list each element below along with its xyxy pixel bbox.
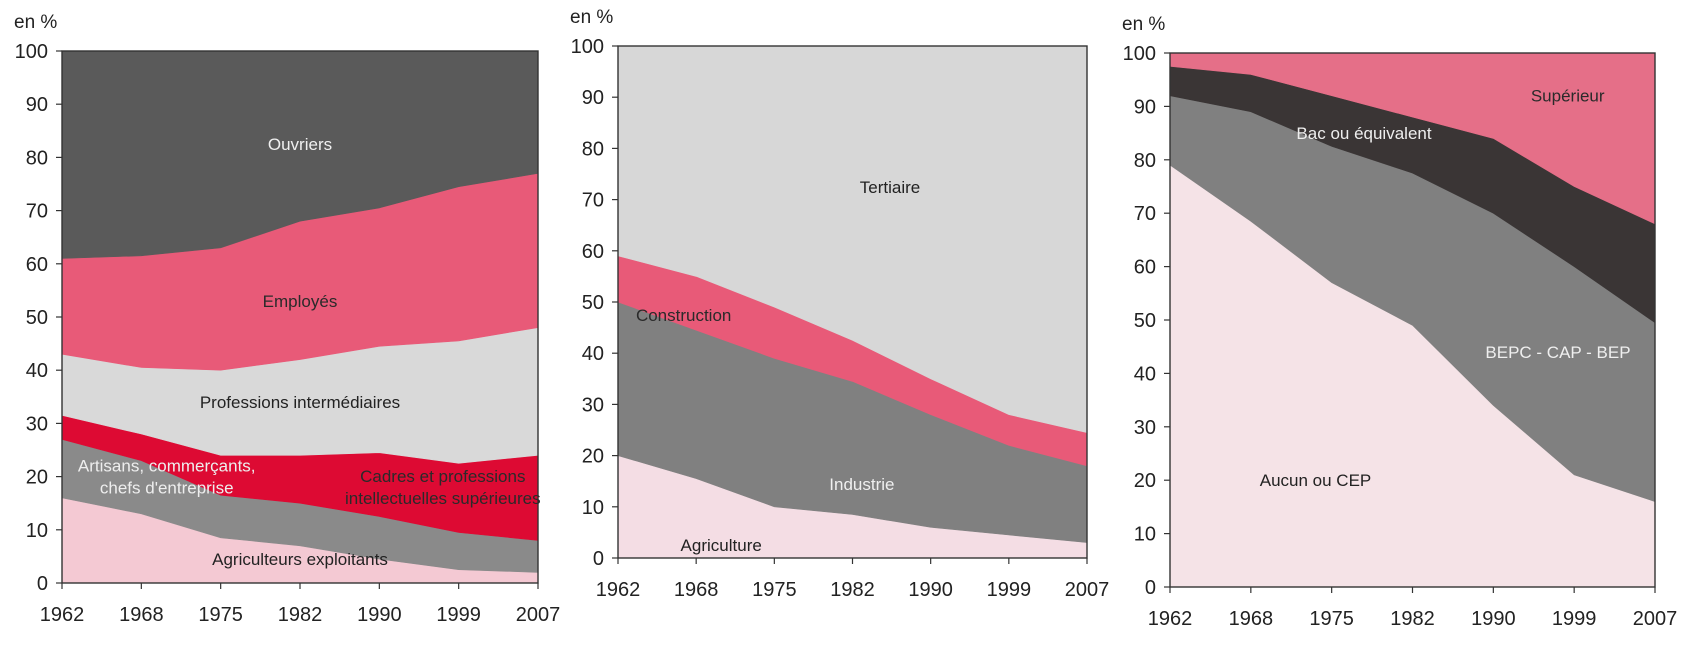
y-tick-label: 100 xyxy=(15,41,48,63)
series-label: Agriculteurs exploitants xyxy=(212,550,388,569)
series-label: Tertiaire xyxy=(860,178,920,197)
panel-1: 0 10 20 30 40 50 60 70 80 90 100 1962 1968 1975 1982 19… xyxy=(14,12,560,626)
x-tick-label: 2007 xyxy=(516,604,561,626)
y-tick-label: 20 xyxy=(582,446,604,468)
series-label: Ouvriers xyxy=(268,135,332,154)
y-tick-label: 30 xyxy=(26,413,48,435)
y-tick-label: 20 xyxy=(1134,470,1156,492)
y-tick-label: 90 xyxy=(26,94,48,116)
x-tick-label: 1975 xyxy=(198,604,243,626)
series-label: Professions intermédiaires xyxy=(200,393,400,412)
y-tick-label: 50 xyxy=(1134,310,1156,332)
unit-label: en % xyxy=(570,7,613,28)
y-tick-label: 10 xyxy=(1134,524,1156,546)
x-tick-label: 1990 xyxy=(357,604,402,626)
y-tick-label: 90 xyxy=(1134,96,1156,118)
x-tick-label: 1975 xyxy=(752,579,797,601)
x-tick-label: 2007 xyxy=(1065,579,1110,601)
y-tick-label: 100 xyxy=(571,36,604,58)
x-tick-label: 1982 xyxy=(278,604,323,626)
y-tick-label: 0 xyxy=(37,573,48,595)
x-tick-label: 1999 xyxy=(987,579,1032,601)
y-tick-label: 70 xyxy=(582,190,604,212)
series-label: Cadres et professions intellectuelles sup… xyxy=(345,467,541,508)
y-tick-label: 20 xyxy=(26,467,48,489)
y-tick-label: 90 xyxy=(582,87,604,109)
y-tick-label: 70 xyxy=(1134,203,1156,225)
panel-2: 0 10 20 30 40 50 60 70 80 90 100 1962 1968 1975 1982 19… xyxy=(570,7,1109,601)
y-tick-label: 30 xyxy=(1134,417,1156,439)
x-tick-label: 1968 xyxy=(674,579,719,601)
x-tick-label: 1975 xyxy=(1309,608,1354,630)
y-tick-label: 60 xyxy=(26,254,48,276)
x-tick-label: 1999 xyxy=(1552,608,1597,630)
x-tick-label: 2007 xyxy=(1633,608,1678,630)
x-tick-label: 1962 xyxy=(40,604,85,626)
y-tick-label: 40 xyxy=(582,343,604,365)
y-tick-label: 0 xyxy=(1145,577,1156,599)
y-tick-label: 50 xyxy=(26,307,48,329)
series-label: Employés xyxy=(263,292,338,311)
x-tick-label: 1982 xyxy=(830,579,875,601)
series-label: Agriculture xyxy=(681,536,762,555)
y-tick-label: 80 xyxy=(582,138,604,160)
panel-3: 0 10 20 30 40 50 60 70 80 90 100 1962 1968 1975 1982 19… xyxy=(1122,14,1677,630)
series-label: Supérieur xyxy=(1531,87,1605,106)
series-label: Artisans, commerçants, chefs d'entreprise xyxy=(78,457,256,498)
y-tick-label: 0 xyxy=(593,548,604,570)
series-label: Construction xyxy=(636,306,731,325)
unit-label: en % xyxy=(14,12,57,33)
series-label: Industrie xyxy=(829,475,894,494)
x-tick-label: 1990 xyxy=(1471,608,1516,630)
x-tick-label: 1962 xyxy=(1148,608,1193,630)
y-tick-label: 50 xyxy=(582,292,604,314)
y-tick-label: 70 xyxy=(26,201,48,223)
x-tick-label: 1962 xyxy=(596,579,641,601)
y-tick-label: 40 xyxy=(26,360,48,382)
y-tick-label: 80 xyxy=(1134,150,1156,172)
series-label: Aucun ou CEP xyxy=(1260,471,1372,490)
x-tick-label: 1999 xyxy=(436,604,481,626)
series-label: BEPC - CAP - BEP xyxy=(1485,343,1630,362)
y-tick-label: 30 xyxy=(582,394,604,416)
x-tick-label: 1990 xyxy=(908,579,953,601)
y-tick-label: 60 xyxy=(1134,257,1156,279)
series-label: Bac ou équivalent xyxy=(1296,124,1431,143)
unit-label: en % xyxy=(1122,14,1165,35)
y-tick-label: 40 xyxy=(1134,363,1156,385)
y-tick-label: 60 xyxy=(582,241,604,263)
y-tick-label: 80 xyxy=(26,147,48,169)
y-tick-label: 100 xyxy=(1123,43,1156,65)
y-tick-label: 10 xyxy=(26,520,48,542)
y-tick-label: 10 xyxy=(582,497,604,519)
x-tick-label: 1968 xyxy=(119,604,164,626)
x-tick-label: 1968 xyxy=(1229,608,1274,630)
x-tick-label: 1982 xyxy=(1390,608,1435,630)
